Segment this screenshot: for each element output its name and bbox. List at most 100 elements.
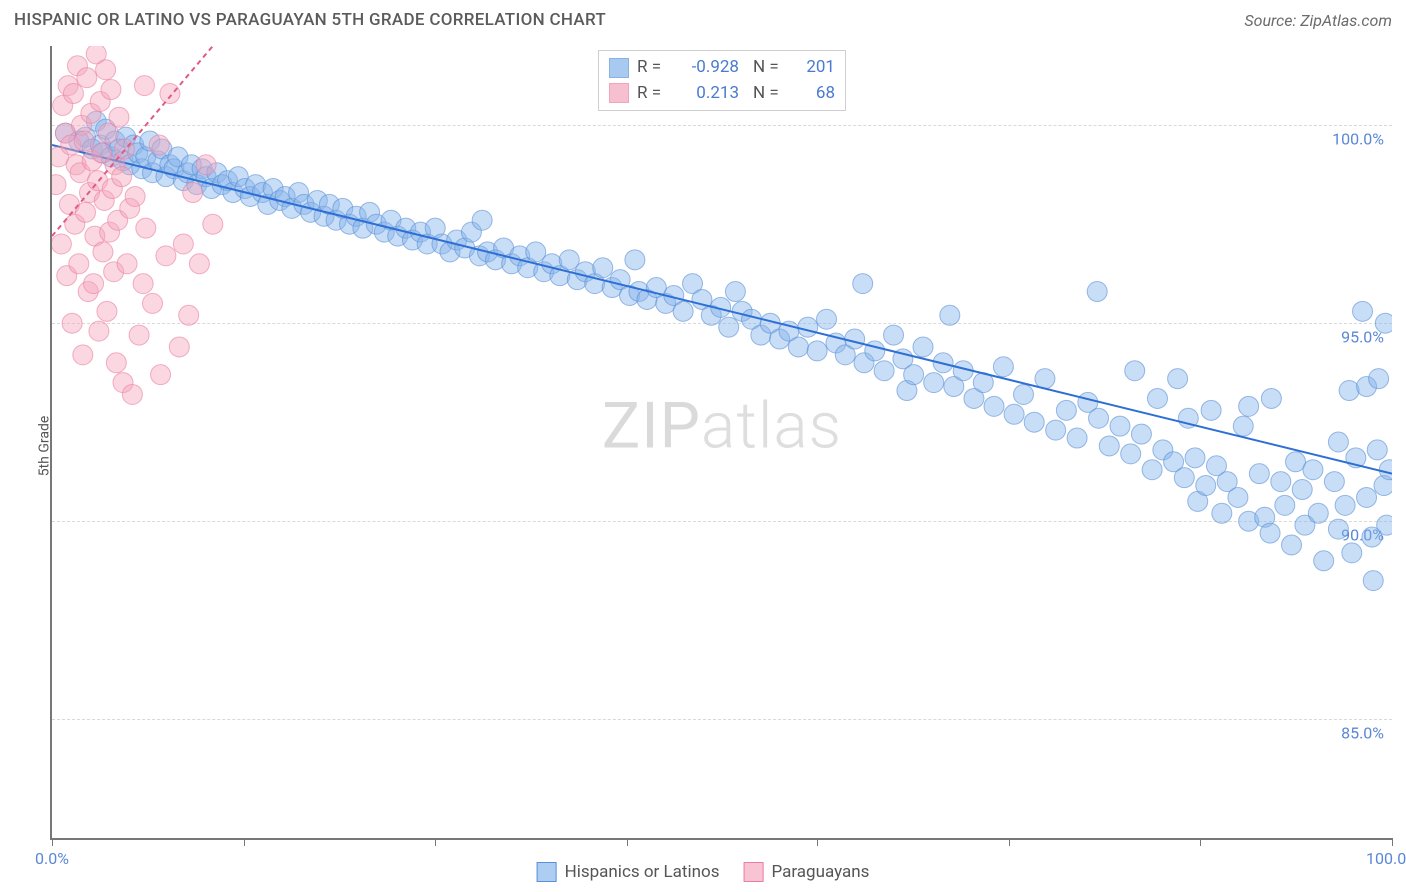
data-point <box>179 305 199 325</box>
data-point <box>122 384 142 404</box>
series-legend: Hispanics or LatinosParaguayans <box>537 862 870 882</box>
data-point <box>853 274 873 294</box>
data-point <box>924 373 944 393</box>
data-point <box>52 234 71 254</box>
x-tick-label: 100.0% <box>1366 849 1406 868</box>
data-point <box>1196 476 1216 496</box>
data-point <box>1099 436 1119 456</box>
page-title: HISPANIC OR LATINO VS PARAGUAYAN 5TH GRA… <box>14 10 606 30</box>
data-point <box>1131 424 1151 444</box>
data-point <box>1308 503 1328 523</box>
data-point <box>1087 282 1107 302</box>
data-point <box>798 317 818 337</box>
data-point <box>173 234 193 254</box>
data-point <box>1342 543 1362 563</box>
data-point <box>993 357 1013 377</box>
legend-row: R =0.213N =68 <box>609 81 835 107</box>
data-point <box>160 84 180 104</box>
data-point <box>940 305 960 325</box>
data-point <box>1363 571 1383 591</box>
data-point <box>136 218 156 238</box>
data-point <box>1339 381 1359 401</box>
data-point <box>1228 487 1248 507</box>
legend-swatch <box>609 83 629 103</box>
data-point <box>1324 472 1344 492</box>
data-point <box>1168 369 1188 389</box>
data-point <box>1239 396 1259 416</box>
data-point <box>1314 551 1334 571</box>
x-tick <box>244 838 245 846</box>
data-point <box>63 84 83 104</box>
data-point <box>84 274 104 294</box>
data-point <box>1004 404 1024 424</box>
legend-r-value: -0.928 <box>679 55 739 81</box>
data-point <box>1089 408 1109 428</box>
data-point <box>52 175 66 195</box>
data-point <box>1125 361 1145 381</box>
data-point <box>913 337 933 357</box>
data-point <box>156 246 176 266</box>
x-tick <box>435 838 436 846</box>
data-point <box>817 309 837 329</box>
data-point <box>62 313 82 333</box>
x-tick <box>627 838 628 846</box>
data-point <box>1067 428 1087 448</box>
data-point <box>1261 388 1281 408</box>
data-point <box>97 301 117 321</box>
data-point <box>1282 535 1302 555</box>
legend-label: Hispanics or Latinos <box>565 862 720 882</box>
data-point <box>109 107 129 127</box>
scatter-plot <box>52 46 1392 838</box>
legend-n-value: 68 <box>795 81 835 107</box>
data-point <box>114 139 134 159</box>
data-point <box>1367 440 1387 460</box>
data-point <box>1185 448 1205 468</box>
data-point <box>1201 400 1221 420</box>
data-point <box>1024 412 1044 432</box>
legend-r-label: R = <box>637 81 671 107</box>
data-point <box>1121 444 1141 464</box>
data-point <box>189 254 209 274</box>
data-point <box>1328 432 1348 452</box>
data-point <box>884 325 904 345</box>
data-point <box>1357 487 1377 507</box>
data-point <box>904 365 924 385</box>
data-point <box>1335 495 1355 515</box>
data-point <box>593 258 613 278</box>
data-point <box>151 365 171 385</box>
x-tick <box>1200 838 1201 846</box>
data-point <box>69 254 89 274</box>
data-point <box>725 282 745 302</box>
data-point <box>1046 420 1066 440</box>
x-tick-label: 0.0% <box>35 849 69 868</box>
x-tick <box>1392 838 1393 846</box>
data-point <box>1375 313 1392 333</box>
data-point <box>1369 369 1389 389</box>
data-point <box>1292 480 1312 500</box>
data-point <box>673 301 693 321</box>
data-point <box>1377 515 1392 535</box>
x-tick <box>1009 838 1010 846</box>
data-point <box>77 68 97 88</box>
data-point <box>106 353 126 373</box>
data-point <box>169 337 189 357</box>
data-point <box>117 254 137 274</box>
correlation-legend: R =-0.928N =201R =0.213N =68 <box>598 50 846 111</box>
data-point <box>788 337 808 357</box>
legend-n-value: 201 <box>795 55 835 81</box>
data-point <box>865 341 885 361</box>
data-point <box>101 80 121 100</box>
data-point <box>73 345 93 365</box>
data-point <box>112 167 132 187</box>
chart-area: ZIPatlas R =-0.928N =201R =0.213N =68 85… <box>50 46 1392 840</box>
data-point <box>129 325 149 345</box>
data-point <box>1271 472 1291 492</box>
legend-swatch <box>609 58 629 78</box>
data-point <box>74 131 94 151</box>
data-point <box>472 210 492 230</box>
data-point <box>96 60 116 80</box>
data-point <box>143 293 163 313</box>
data-point <box>89 321 109 341</box>
legend-row: R =-0.928N =201 <box>609 55 835 81</box>
data-point <box>1148 388 1168 408</box>
